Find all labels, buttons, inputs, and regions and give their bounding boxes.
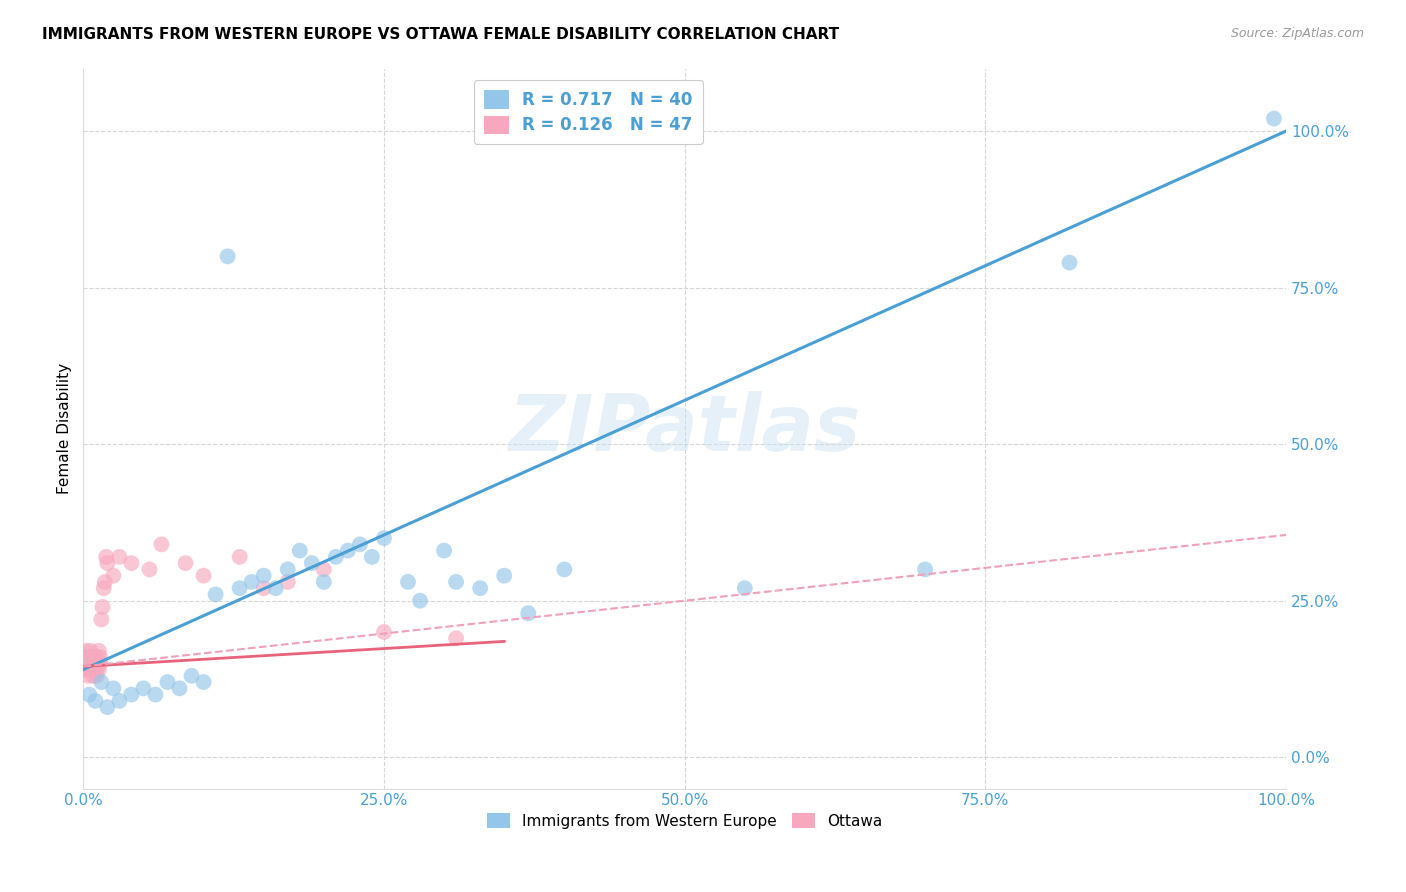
Point xyxy=(94,549,117,564)
Point xyxy=(87,650,110,665)
Point xyxy=(336,543,359,558)
Point xyxy=(396,574,419,589)
Point xyxy=(193,568,215,582)
Point xyxy=(361,549,384,564)
Point xyxy=(325,549,347,564)
Point xyxy=(83,663,105,677)
Point xyxy=(76,663,98,677)
Point xyxy=(108,694,131,708)
Point xyxy=(132,681,155,696)
Point xyxy=(82,657,104,671)
Point xyxy=(734,581,756,595)
Point xyxy=(90,675,112,690)
Point xyxy=(120,556,142,570)
Point xyxy=(1263,112,1285,126)
Point xyxy=(253,568,276,582)
Point xyxy=(312,562,335,576)
Point xyxy=(174,556,197,570)
Point xyxy=(204,587,226,601)
Legend: Immigrants from Western Europe, Ottawa: Immigrants from Western Europe, Ottawa xyxy=(481,806,889,835)
Point xyxy=(301,556,323,570)
Point xyxy=(94,574,117,589)
Point xyxy=(444,632,467,646)
Point xyxy=(373,625,395,640)
Point xyxy=(87,657,110,671)
Point xyxy=(138,562,160,576)
Point xyxy=(156,675,179,690)
Point xyxy=(103,681,125,696)
Point xyxy=(89,650,111,665)
Point xyxy=(80,663,103,677)
Text: ZIPatlas: ZIPatlas xyxy=(509,391,860,467)
Point xyxy=(228,581,250,595)
Point xyxy=(217,249,239,263)
Point xyxy=(277,562,299,576)
Point xyxy=(373,531,395,545)
Point xyxy=(277,574,299,589)
Point xyxy=(288,543,311,558)
Point xyxy=(87,663,110,677)
Point xyxy=(120,688,142,702)
Point xyxy=(228,549,250,564)
Y-axis label: Female Disability: Female Disability xyxy=(58,363,72,494)
Point xyxy=(1059,255,1081,269)
Point xyxy=(83,650,105,665)
Point xyxy=(76,650,98,665)
Point xyxy=(84,650,107,665)
Point xyxy=(150,537,173,551)
Point xyxy=(87,644,110,658)
Point xyxy=(914,562,936,576)
Point xyxy=(169,681,191,696)
Point xyxy=(108,549,131,564)
Text: IMMIGRANTS FROM WESTERN EUROPE VS OTTAWA FEMALE DISABILITY CORRELATION CHART: IMMIGRANTS FROM WESTERN EUROPE VS OTTAWA… xyxy=(42,27,839,42)
Point xyxy=(103,568,125,582)
Point xyxy=(145,688,167,702)
Point xyxy=(73,650,96,665)
Point xyxy=(79,650,101,665)
Text: Source: ZipAtlas.com: Source: ZipAtlas.com xyxy=(1230,27,1364,40)
Point xyxy=(90,612,112,626)
Point xyxy=(264,581,287,595)
Point xyxy=(93,581,115,595)
Point xyxy=(89,657,111,671)
Point xyxy=(75,657,97,671)
Point xyxy=(79,657,101,671)
Point xyxy=(86,669,108,683)
Point xyxy=(553,562,575,576)
Point xyxy=(253,581,276,595)
Point xyxy=(349,537,371,551)
Point xyxy=(79,644,101,658)
Point xyxy=(77,669,100,683)
Point xyxy=(193,675,215,690)
Point xyxy=(433,543,456,558)
Point xyxy=(82,669,104,683)
Point xyxy=(79,688,101,702)
Point xyxy=(86,663,108,677)
Point xyxy=(84,694,107,708)
Point xyxy=(444,574,467,589)
Point xyxy=(84,657,107,671)
Point xyxy=(91,599,114,614)
Point xyxy=(79,663,101,677)
Point xyxy=(77,657,100,671)
Point xyxy=(494,568,516,582)
Point xyxy=(517,606,540,620)
Point xyxy=(180,669,202,683)
Point xyxy=(96,700,118,714)
Point xyxy=(409,593,432,607)
Point xyxy=(240,574,263,589)
Point xyxy=(470,581,492,595)
Point xyxy=(80,650,103,665)
Point xyxy=(312,574,335,589)
Point xyxy=(75,644,97,658)
Point xyxy=(96,556,118,570)
Point xyxy=(73,663,96,677)
